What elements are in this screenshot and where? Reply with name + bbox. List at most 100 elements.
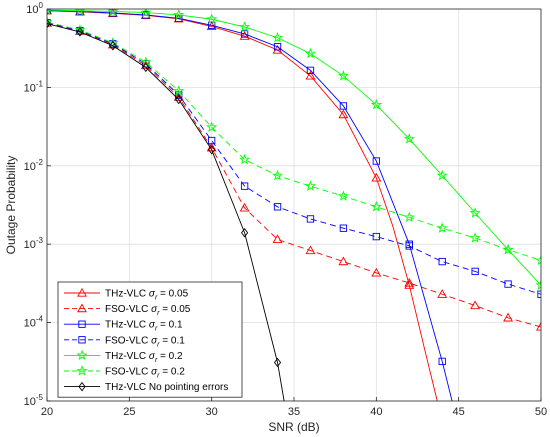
data-point (405, 242, 413, 250)
legend-entry: THz-VLC No pointing errors (64, 381, 228, 393)
data-point (503, 312, 514, 322)
data-point (76, 9, 84, 16)
data-point (173, 85, 185, 96)
data-point (372, 157, 380, 165)
data-point (239, 21, 251, 32)
data-point (535, 254, 541, 266)
data-point (304, 180, 316, 191)
y-tick-label: 10-4 (24, 315, 44, 330)
data-point (239, 202, 250, 212)
data-point (240, 30, 249, 38)
data-point (273, 43, 282, 51)
data-point (241, 227, 249, 238)
x-tick-label: 50 (535, 406, 547, 418)
legend-entry: FSO-VLC σr = 0.1 (64, 335, 185, 348)
data-point (436, 169, 448, 181)
data-point (109, 40, 117, 51)
y-tick-label: 10-5 (24, 393, 44, 408)
axis-ticks: 20 25 30 35 40 45 50 10-5 10-4 10-3 10-2 10-1 100 (24, 1, 548, 418)
x-tick-label: 30 (206, 406, 218, 418)
x-axis-label: SNR (dB) (268, 420, 319, 434)
series-line (47, 23, 285, 401)
data-point (370, 201, 382, 212)
x-tick-label: 35 (288, 406, 300, 418)
data-point (206, 121, 218, 132)
y-axis-label: Outage Probability (4, 156, 18, 255)
data-point (272, 31, 284, 43)
data-point (535, 279, 541, 290)
data-point (372, 232, 380, 241)
legend-label: THz-VLC σr = 0.1 (105, 320, 183, 333)
data-point (304, 47, 316, 59)
legend-label: FSO-VLC σr = 0.05 (105, 304, 191, 317)
y-tick-label: 10-1 (24, 79, 44, 94)
data-point (175, 94, 183, 105)
series-line (47, 9, 453, 401)
data-point (272, 234, 283, 244)
data-point (208, 21, 216, 29)
data-point (306, 215, 315, 223)
data-point (76, 27, 84, 37)
series-group (47, 9, 541, 401)
data-point (142, 62, 150, 73)
data-point (273, 357, 282, 368)
data-point (371, 172, 382, 182)
x-tick-label: 45 (453, 406, 465, 418)
data-point (240, 182, 249, 190)
legend-marker (78, 336, 86, 344)
data-point (272, 169, 284, 181)
data-point (404, 280, 415, 289)
data-point (471, 267, 479, 276)
series-7 (47, 18, 285, 401)
data-point (438, 357, 446, 366)
data-point (239, 31, 250, 40)
legend-entry: THz-VLC σr = 0.2 (64, 349, 183, 364)
data-point (371, 267, 382, 277)
data-point (239, 153, 251, 165)
legend-marker (77, 303, 87, 313)
data-point (306, 66, 315, 74)
legend-entry: FSO-VLC σr = 0.05 (64, 303, 191, 317)
legend-label: THz-VLC No pointing errors (105, 382, 228, 393)
data-point (438, 257, 446, 266)
y-tick-label: 10-3 (24, 236, 44, 251)
data-point (339, 102, 348, 110)
data-point (109, 9, 117, 17)
legend-entry: THz-VLC σr = 0.05 (64, 287, 189, 302)
data-point (470, 300, 481, 310)
data-point (338, 256, 349, 266)
data-point (403, 133, 415, 144)
series-line (47, 9, 541, 286)
legend-marker (78, 381, 86, 392)
data-point (47, 16, 53, 27)
data-point (109, 40, 117, 48)
data-point (337, 70, 349, 81)
data-point (273, 203, 282, 211)
series-line (47, 22, 541, 295)
data-point (140, 9, 152, 18)
data-point (107, 37, 119, 48)
legend-entry: FSO-VLC σr = 0.2 (64, 365, 185, 380)
y-tick-label: 100 (26, 1, 43, 16)
data-point (436, 222, 448, 233)
x-tick-label: 25 (123, 406, 135, 418)
legend-label: THz-VLC σr = 0.05 (105, 289, 189, 302)
data-point (338, 109, 349, 119)
series-line (47, 21, 541, 261)
series-3 (47, 9, 453, 401)
data-point (337, 190, 349, 201)
legend-marker (77, 287, 87, 297)
legend: THz-VLC σr = 0.05 FSO-VLC σr = 0.05 THz-VL… (57, 281, 243, 398)
data-point (370, 99, 382, 110)
data-point (272, 44, 283, 54)
data-point (208, 136, 216, 145)
data-point (504, 280, 512, 288)
data-point (469, 232, 481, 243)
data-point (305, 70, 316, 80)
legend-label: FSO-VLC σr = 0.1 (105, 335, 185, 348)
legend-marker (78, 320, 86, 328)
x-tick-label: 20 (41, 406, 53, 418)
data-point (206, 13, 218, 24)
data-point (404, 277, 415, 287)
